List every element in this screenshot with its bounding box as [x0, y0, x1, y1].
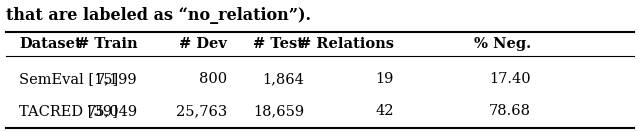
Text: TACRED [39]: TACRED [39] — [19, 104, 118, 118]
Text: 1,864: 1,864 — [262, 72, 304, 86]
Text: 800: 800 — [199, 72, 227, 86]
Text: % Neg.: % Neg. — [474, 37, 531, 51]
Text: # Dev: # Dev — [179, 37, 227, 51]
Text: 19: 19 — [375, 72, 394, 86]
Text: SemEval [15]: SemEval [15] — [19, 72, 118, 86]
Text: 17.40: 17.40 — [490, 72, 531, 86]
Text: # Test: # Test — [253, 37, 304, 51]
Text: # Relations: # Relations — [299, 37, 394, 51]
Text: 25,763: 25,763 — [176, 104, 227, 118]
Text: 75,049: 75,049 — [86, 104, 138, 118]
Text: that are labeled as “no_relation”).: that are labeled as “no_relation”). — [6, 7, 312, 24]
Text: Dataset: Dataset — [19, 37, 82, 51]
Text: 18,659: 18,659 — [253, 104, 304, 118]
Text: # Train: # Train — [77, 37, 138, 51]
Text: 7,199: 7,199 — [96, 72, 138, 86]
Text: 78.68: 78.68 — [489, 104, 531, 118]
Text: 42: 42 — [375, 104, 394, 118]
